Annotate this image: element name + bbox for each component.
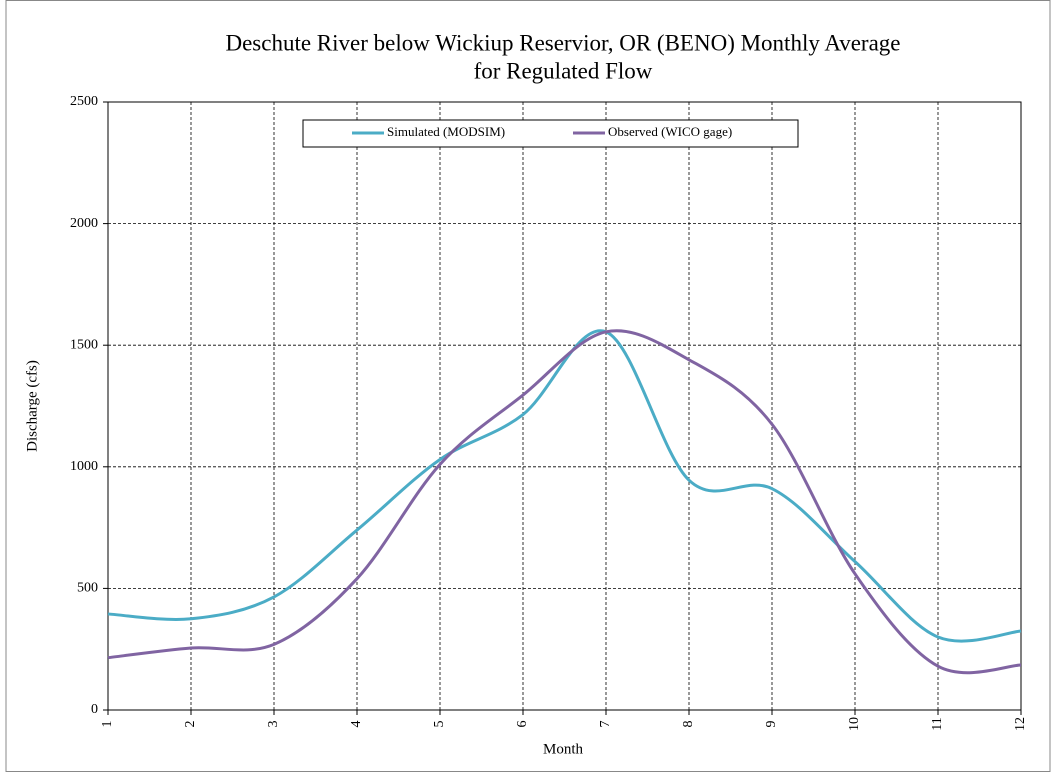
chart-frame [5,0,1051,772]
x-tick-label: 1 [100,721,115,728]
y-tick-label: 1000 [70,459,98,474]
x-tick-label: 10 [847,717,862,731]
y-tick-label: 1500 [70,337,98,352]
legend: Simulated (MODSIM) Observed (WICO gage) [302,119,799,148]
x-tick-label: 3 [266,721,281,728]
x-tick-label: 7 [598,721,613,728]
x-tick-label: 9 [764,721,779,728]
series-line [107,329,1022,643]
x-tick-label: 11 [930,717,945,730]
chart-title: Deschute River below Wickiup Reservior, … [225,30,900,55]
plot-area [107,101,1022,711]
x-tick-label: 2 [183,721,198,728]
y-tick-label: 0 [91,702,98,717]
x-tick-label: 4 [349,721,364,728]
y-axis-title: Discharge (cfs) [24,360,40,452]
x-axis-title: Month [543,741,584,757]
lines [107,329,1022,675]
legend-label: Simulated (MODSIM) [387,124,505,139]
y-tick-label: 2000 [70,216,98,231]
y-tick-label: 500 [77,581,98,596]
x-tick-label: 8 [681,721,696,728]
x-tick-label: 6 [515,721,530,728]
series-line [107,329,1022,675]
x-tick-label: 12 [1013,717,1028,731]
y-tick-label: 2500 [70,94,98,109]
x-tick-label: 5 [432,721,447,728]
legend-box [302,119,799,148]
legend-label: Observed (WICO gage) [608,124,732,139]
chart-title: for Regulated Flow [474,58,653,83]
